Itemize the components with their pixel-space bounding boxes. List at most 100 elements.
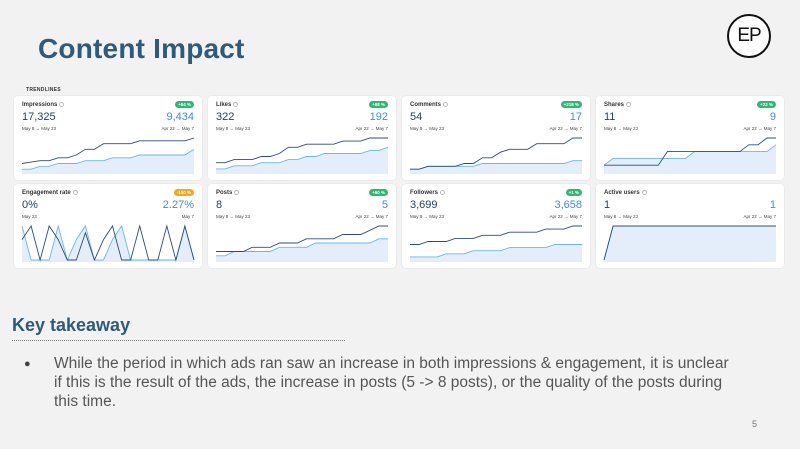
previous-area <box>410 244 582 262</box>
current-date-range: May 8 → May 23 <box>22 126 57 131</box>
current-value: 11 <box>604 111 616 123</box>
key-takeaway-text: While the period in which ads ran saw an… <box>54 355 729 410</box>
previous-date-range: Apr 22 → May 7 <box>549 126 582 131</box>
metric-card-followers[interactable]: Followers +1 % 3,699 3,658 May 8 → May 2… <box>402 184 590 268</box>
info-icon[interactable] <box>72 190 78 195</box>
previous-date-range: Apr 22 → May 7 <box>743 214 776 219</box>
metric-name: Comments <box>410 102 449 108</box>
previous-period-line <box>216 238 388 257</box>
current-value: 17,325 <box>22 111 56 123</box>
page-number: 5 <box>752 419 758 429</box>
previous-value: 192 <box>369 111 388 123</box>
metric-name: Likes <box>216 102 239 108</box>
info-icon[interactable] <box>440 190 446 195</box>
info-icon[interactable] <box>233 102 239 107</box>
current-date-range: May 8 → May 23 <box>410 126 445 131</box>
change-badge: +68 % <box>369 101 388 108</box>
current-date-range: May 8 → May 23 <box>604 214 639 219</box>
metric-card-comments[interactable]: Comments +218 % 54 17 May 8 → May 23 Apr… <box>402 96 590 180</box>
metric-card-likes[interactable]: Likes +68 % 322 192 May 8 → May 23 Apr 2… <box>208 96 396 180</box>
previous-value: 3,658 <box>554 199 582 211</box>
trendline-chart <box>603 137 777 174</box>
previous-area <box>604 144 776 174</box>
previous-period-line <box>410 244 582 258</box>
previous-date-range: Apr 22 → May 7 <box>743 126 776 131</box>
key-takeaway-title: Key takeaway <box>12 315 131 335</box>
trendlines-panel: TRENDLINES Impressions +84 % 17,325 9,43… <box>14 86 786 268</box>
metric-name: Impressions <box>22 102 65 108</box>
current-value: 322 <box>216 111 235 123</box>
previous-value: 9 <box>769 111 776 123</box>
current-period-line <box>21 224 195 262</box>
previous-date-range: Apr 22 → May 7 <box>161 126 194 131</box>
current-period-line <box>410 225 582 245</box>
metric-name: Followers <box>410 190 446 196</box>
change-badge: +84 % <box>175 101 194 108</box>
current-period-line <box>604 137 776 166</box>
info-icon[interactable] <box>626 102 632 107</box>
current-date-range: May 8 → May 23 <box>604 126 639 131</box>
previous-period-line <box>22 148 195 170</box>
previous-value: 17 <box>569 111 582 123</box>
current-period-line <box>21 137 195 164</box>
current-value: 0% <box>22 199 38 211</box>
previous-date-range: Apr 22 → May 7 <box>355 126 388 131</box>
current-period-line <box>410 137 582 170</box>
metric-card-impressions[interactable]: Impressions +84 % 17,325 9,434 May 8 → M… <box>14 96 202 180</box>
previous-area <box>216 147 388 174</box>
trendline-chart <box>216 137 389 174</box>
previous-value: 1 <box>769 199 776 211</box>
trendline-chart <box>410 137 582 174</box>
current-value: 1 <box>604 199 611 211</box>
bullet-icon: ● <box>24 358 31 370</box>
current-date-range: May 8 → May 23 <box>410 214 445 219</box>
previous-period-line <box>603 144 777 166</box>
metric-name: Engagement rate <box>22 190 78 196</box>
current-value: 54 <box>410 111 423 123</box>
metric-name: Posts <box>216 190 240 196</box>
trendline-chart <box>216 225 388 262</box>
previous-area <box>410 160 582 174</box>
change-badge: +1 % <box>565 189 582 196</box>
metric-card-posts[interactable]: Posts +60 % 8 5 May 8 → May 23 Apr 22 → … <box>208 184 396 268</box>
metric-card-active-users[interactable]: Active users 1 1 May 8 → May 23 Apr 22 →… <box>596 184 784 268</box>
previous-date-range: May 7 <box>181 214 194 219</box>
current-date-range: May 8 → May 23 <box>216 214 251 219</box>
change-badge: +218 % <box>560 101 582 108</box>
current-value: 8 <box>216 199 223 211</box>
slide-title: Content Impact <box>38 33 245 64</box>
current-period-line <box>603 225 776 261</box>
current-period-line <box>216 225 388 252</box>
previous-value: 5 <box>381 199 388 211</box>
previous-value: 9,434 <box>166 111 194 123</box>
change-badge: +60 % <box>369 189 388 196</box>
metric-name: Shares <box>604 102 632 108</box>
info-icon[interactable] <box>234 190 240 195</box>
current-date-range: May 8 → May 23 <box>216 126 251 131</box>
trendlines-label: TRENDLINES <box>26 87 61 93</box>
previous-area <box>216 238 388 262</box>
metric-name: Active users <box>604 190 647 196</box>
previous-period-line <box>216 146 389 170</box>
metric-card-engagement-rate[interactable]: Engagement rate -100 % 0% 2.27% May 23 M… <box>14 184 202 268</box>
info-icon[interactable] <box>641 190 647 195</box>
trendline-chart <box>410 225 582 262</box>
change-badge: +22 % <box>757 101 776 108</box>
trendline-chart <box>21 224 195 262</box>
trendline-chart <box>21 137 195 174</box>
metric-card-shares[interactable]: Shares +22 % 11 9 May 8 → May 23 Apr 22 … <box>596 96 784 180</box>
trendline-chart <box>603 225 776 262</box>
previous-area <box>22 149 194 174</box>
info-icon[interactable] <box>443 102 449 107</box>
previous-date-range: Apr 22 → May 7 <box>549 214 582 219</box>
previous-area <box>604 226 776 262</box>
current-value: 3,699 <box>410 199 438 211</box>
current-date-range: May 23 <box>22 214 37 219</box>
ep-logo: EP <box>727 14 771 58</box>
current-period-line <box>216 137 388 164</box>
change-badge: -100 % <box>173 189 194 196</box>
key-takeaway-divider <box>12 340 345 341</box>
info-icon[interactable] <box>59 102 65 107</box>
previous-value: 2.27% <box>162 199 194 211</box>
previous-date-range: Apr 22 → May 7 <box>355 214 388 219</box>
